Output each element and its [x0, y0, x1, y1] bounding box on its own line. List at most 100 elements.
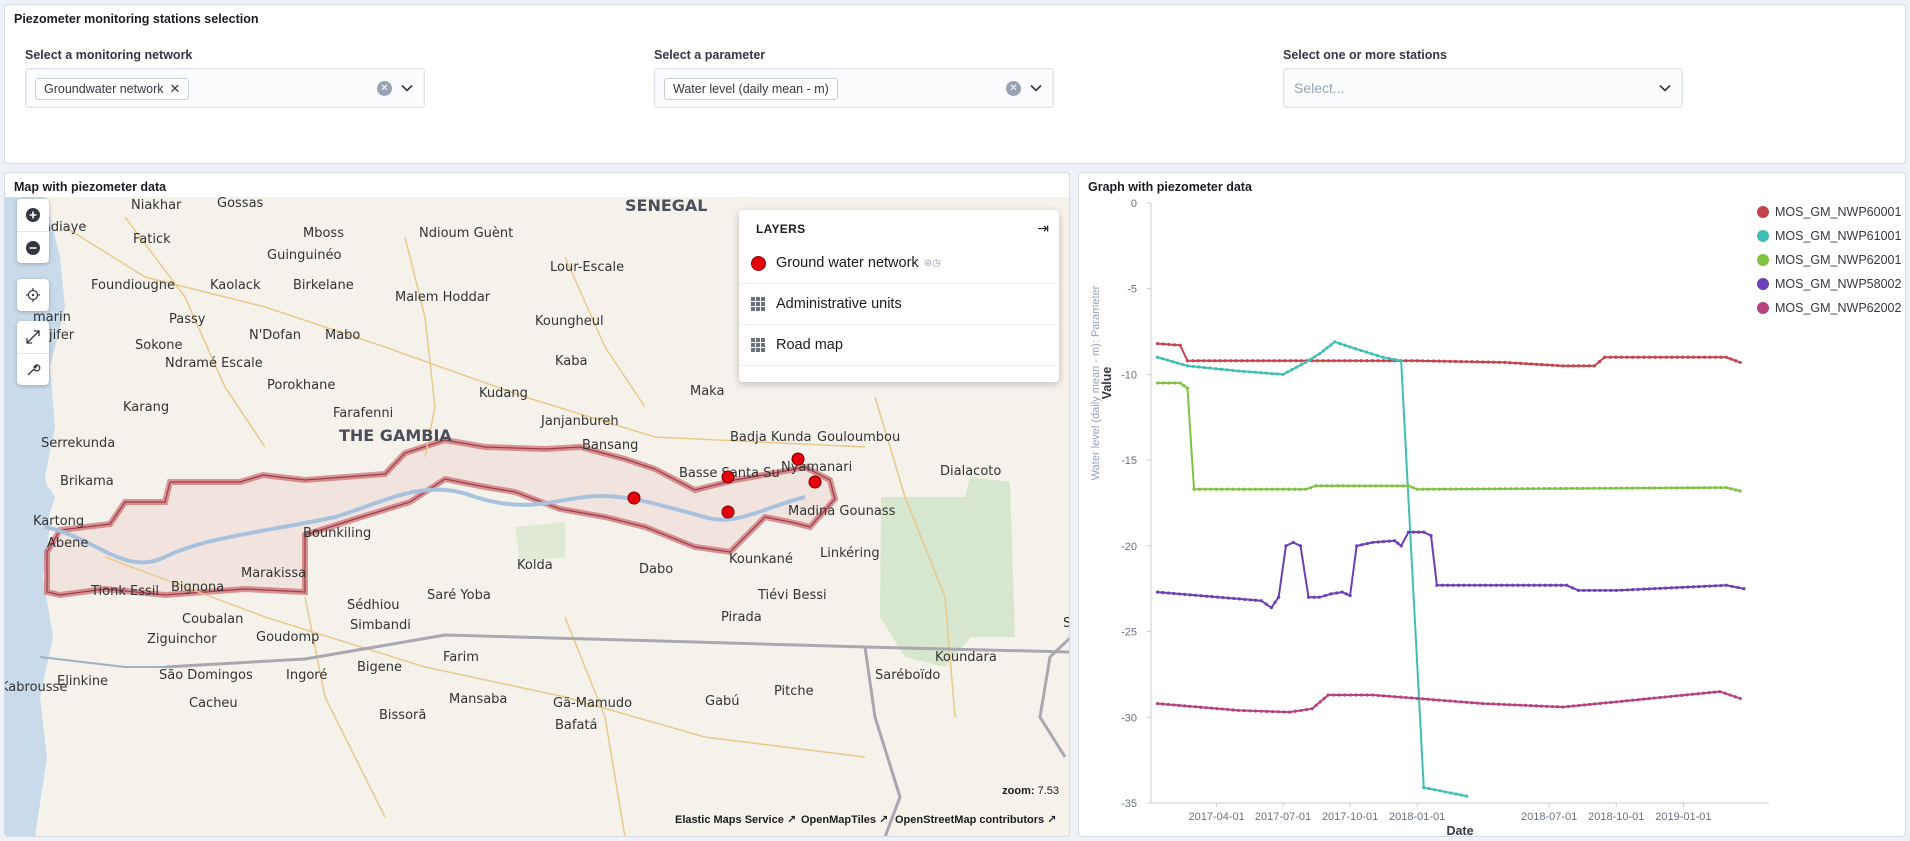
series-point [1620, 588, 1624, 592]
series-point [1475, 701, 1479, 705]
chevron-down-icon[interactable] [400, 81, 414, 95]
map-place-label: Maka [690, 384, 724, 399]
legend-item[interactable]: MOS_GM_NWP62001 [1757, 253, 1901, 267]
series-point [1427, 787, 1431, 791]
series-point [1473, 583, 1477, 587]
series-point [1503, 360, 1507, 365]
station-markers[interactable] [627, 452, 822, 519]
series-point [1353, 347, 1358, 351]
zoom-in-button[interactable] [17, 199, 49, 231]
series-point [1531, 487, 1535, 491]
series-point [1492, 360, 1496, 364]
remove-pill-icon[interactable]: ✕ [169, 81, 181, 96]
map-place-label: Abene [47, 536, 88, 551]
series-line[interactable] [1157, 531, 1745, 609]
series-point [1178, 381, 1182, 385]
series-point [1287, 487, 1291, 491]
series-point [1459, 487, 1463, 491]
series-point [1636, 355, 1640, 359]
map-place-label: Linkéring [820, 546, 880, 561]
x-tick-label: 2018-07-01 [1521, 811, 1577, 823]
attribution-osm-link[interactable]: OpenStreetMap contributors ↗ [895, 814, 1057, 826]
series-point [1664, 355, 1668, 359]
legend-item[interactable]: MOS_GM_NWP62002 [1757, 301, 1901, 315]
series-point [1540, 363, 1544, 367]
attribution-elastic-link[interactable]: Elastic Maps Service ↗ [675, 814, 797, 826]
series-point [1220, 707, 1224, 711]
chevron-down-icon[interactable] [1658, 81, 1672, 95]
set-view-button[interactable] [17, 279, 49, 311]
series-point [1516, 583, 1520, 587]
parameter-combobox[interactable]: Water level (daily mean - m) ✕ [654, 68, 1054, 108]
line-chart[interactable]: 0 -5 -10 -15 -20 -25 -30 -35 2017-04-01 2017-07-0… [1079, 195, 1907, 835]
station-marker[interactable] [721, 505, 735, 519]
series-point [1225, 368, 1229, 372]
series-point [1713, 355, 1718, 359]
series-point [1270, 487, 1274, 491]
draw-tool-button[interactable] [17, 353, 49, 385]
tools-control [17, 321, 49, 385]
station-marker[interactable] [721, 470, 735, 484]
chevron-down-icon[interactable] [1029, 81, 1043, 95]
series-point [1376, 359, 1380, 363]
attribution-text: Elastic Maps Service [675, 814, 784, 826]
series-point [1291, 540, 1295, 545]
series-point [1742, 587, 1746, 591]
series-point [1165, 358, 1170, 362]
series-point [1406, 484, 1411, 488]
layer-ground-water-network[interactable]: Ground water network ⊜◷ [739, 243, 1059, 284]
layer-administrative-units[interactable]: Administrative units [739, 284, 1059, 325]
series-point [1453, 699, 1458, 704]
series-point [1545, 704, 1549, 708]
series-point [1277, 595, 1281, 599]
series-point [1178, 343, 1182, 347]
collapse-layers-icon[interactable]: ⇥ [1037, 220, 1049, 236]
series-point [1443, 790, 1447, 794]
station-marker[interactable] [791, 452, 805, 466]
attribution-omt-link[interactable]: OpenMapTiles ↗ [801, 814, 889, 826]
series-point [1459, 700, 1463, 704]
series-point [1253, 487, 1257, 491]
series-point [1172, 703, 1176, 707]
series-point [1724, 485, 1728, 490]
series-point [1390, 484, 1394, 488]
series-point [1520, 487, 1524, 491]
series-point [1199, 594, 1203, 598]
stations-combobox[interactable]: Select... [1283, 68, 1683, 108]
series-line[interactable] [1157, 340, 1467, 798]
station-marker[interactable] [627, 491, 641, 505]
series-point [1298, 487, 1302, 491]
station-marker[interactable] [808, 475, 822, 489]
series-point [1491, 702, 1496, 706]
legend-item[interactable]: MOS_GM_NWP60001 [1757, 205, 1901, 219]
network-combobox[interactable]: Groundwater network ✕ ✕ [25, 68, 425, 108]
series-point [1155, 590, 1160, 594]
series-point [1267, 359, 1271, 363]
clear-icon[interactable]: ✕ [1006, 81, 1021, 96]
map-place-label: Gouloumbou [817, 430, 900, 445]
series-point [1167, 342, 1171, 347]
series-point [1572, 704, 1576, 708]
series-point [1352, 484, 1356, 488]
fullscreen-button[interactable] [17, 321, 49, 353]
y-axis-sublabel: Water level (daily mean - m): Parameter [1090, 285, 1102, 480]
series-line[interactable] [1157, 382, 1741, 492]
y-tick-label: -30 [1121, 712, 1137, 724]
series-point [1641, 697, 1646, 701]
series-point [1653, 355, 1657, 359]
series-point [1172, 381, 1177, 385]
zoom-out-button[interactable] [17, 231, 49, 263]
series-point [1619, 355, 1624, 359]
map-place-label: Gossas [217, 197, 264, 211]
legend-label: MOS_GM_NWP58002 [1775, 277, 1902, 291]
series-point [1470, 701, 1474, 705]
clear-icon[interactable]: ✕ [377, 81, 392, 96]
zoom-readout: zoom: 7.53 [1002, 785, 1059, 797]
series-point [1691, 355, 1696, 359]
series-point [1502, 702, 1506, 707]
layer-road-map[interactable]: Road map [739, 325, 1059, 366]
series-point [1519, 361, 1523, 365]
series-point [1253, 709, 1258, 713]
legend-item[interactable]: MOS_GM_NWP61001 [1757, 229, 1901, 243]
legend-item[interactable]: MOS_GM_NWP58002 [1757, 277, 1901, 291]
